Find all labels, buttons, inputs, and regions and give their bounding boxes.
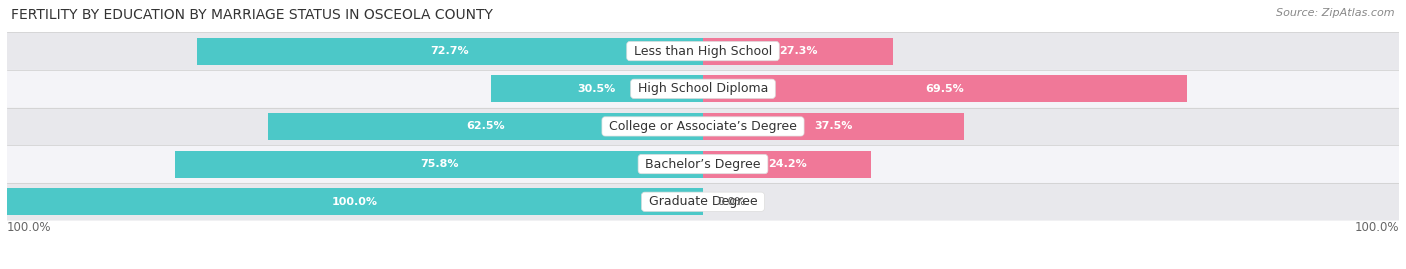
Text: Source: ZipAtlas.com: Source: ZipAtlas.com: [1277, 8, 1395, 18]
Bar: [703, 113, 965, 140]
Text: 100.0%: 100.0%: [1354, 221, 1399, 233]
Text: 100.0%: 100.0%: [7, 221, 52, 233]
Bar: [703, 38, 893, 65]
Text: 75.8%: 75.8%: [420, 159, 458, 169]
Text: College or Associate’s Degree: College or Associate’s Degree: [605, 120, 801, 133]
Text: 100.0%: 100.0%: [332, 197, 378, 207]
Text: High School Diploma: High School Diploma: [634, 82, 772, 95]
FancyBboxPatch shape: [7, 108, 1399, 145]
Bar: [197, 38, 703, 65]
Text: 62.5%: 62.5%: [467, 121, 505, 132]
Text: 30.5%: 30.5%: [578, 84, 616, 94]
Text: 69.5%: 69.5%: [925, 84, 965, 94]
FancyBboxPatch shape: [7, 32, 1399, 70]
Bar: [703, 151, 872, 178]
FancyBboxPatch shape: [7, 70, 1399, 108]
FancyBboxPatch shape: [7, 183, 1399, 221]
Text: 27.3%: 27.3%: [779, 46, 817, 56]
FancyBboxPatch shape: [7, 145, 1399, 183]
Text: Graduate Degree: Graduate Degree: [645, 195, 761, 208]
Text: Less than High School: Less than High School: [630, 45, 776, 58]
Text: 0.0%: 0.0%: [717, 197, 745, 207]
Text: 24.2%: 24.2%: [768, 159, 807, 169]
Text: Bachelor’s Degree: Bachelor’s Degree: [641, 158, 765, 171]
Bar: [703, 75, 1187, 102]
Bar: [269, 113, 703, 140]
Text: 37.5%: 37.5%: [814, 121, 852, 132]
Text: 72.7%: 72.7%: [430, 46, 470, 56]
Bar: [176, 151, 703, 178]
Bar: [7, 188, 703, 215]
Text: FERTILITY BY EDUCATION BY MARRIAGE STATUS IN OSCEOLA COUNTY: FERTILITY BY EDUCATION BY MARRIAGE STATU…: [11, 8, 494, 22]
Bar: [491, 75, 703, 102]
